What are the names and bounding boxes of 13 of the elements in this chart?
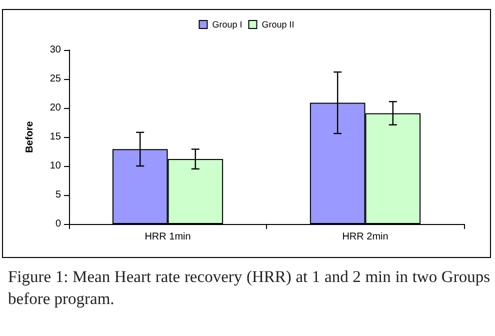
y-tick-label: 30: [50, 44, 62, 56]
legend-label: Group II: [262, 20, 294, 30]
x-tick-label: HRR 1min: [144, 232, 191, 242]
y-tick-label: 5: [55, 190, 62, 200]
y-axis-title: Before: [24, 120, 36, 153]
caption: Figure 1: Mean Heart rate recovery (HRR) at 1 and 2 min in two Groups before program.: [8, 266, 490, 310]
y-tick-label: 15: [50, 132, 62, 142]
y-tick-label: 10: [50, 160, 62, 172]
y-tick-label: 0: [55, 218, 62, 230]
x-tick-label: HRR 2min: [342, 232, 388, 242]
legend-label: Group I: [212, 20, 242, 30]
y-tick-label: 20: [50, 102, 62, 114]
y-tick-label: 25: [50, 74, 62, 84]
